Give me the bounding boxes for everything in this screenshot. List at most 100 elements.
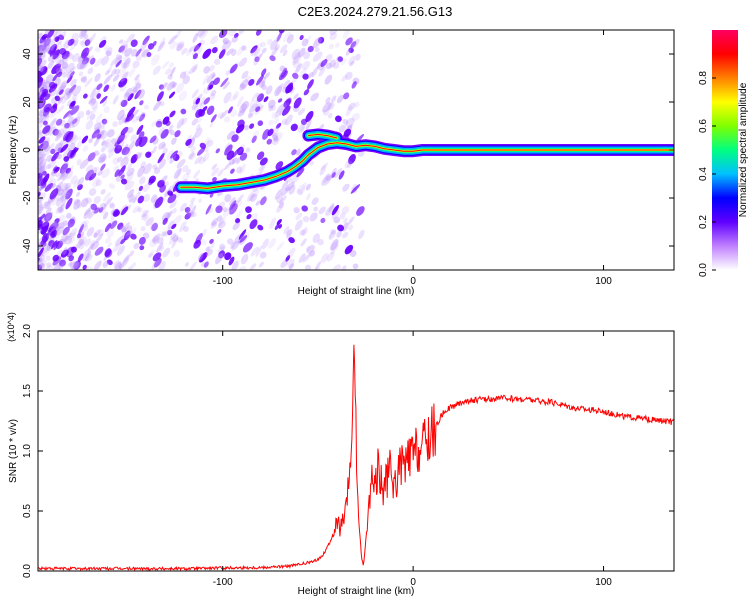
noise-dot xyxy=(104,69,110,76)
noise-dot xyxy=(134,74,140,81)
noise-dot xyxy=(90,241,99,251)
colorbar: 0.0 0.2 0.4 0.6 0.8 Normalized spectral ampl… xyxy=(698,30,749,277)
noise-dot xyxy=(322,102,332,113)
noise-dot xyxy=(146,52,152,58)
noise-dot xyxy=(65,62,75,73)
noise-dot xyxy=(173,215,182,225)
noise-dot xyxy=(278,202,284,209)
noise-dot xyxy=(130,154,138,164)
noise-dot xyxy=(85,254,93,262)
noise-dot xyxy=(223,116,231,123)
noise-dot xyxy=(333,216,341,224)
noise-dot xyxy=(255,42,263,50)
noise-dot xyxy=(38,77,44,89)
noise-dot xyxy=(72,52,80,63)
noise-dot xyxy=(334,42,340,48)
noise-dot xyxy=(99,202,107,210)
noise-dot xyxy=(165,68,172,75)
noise-dot xyxy=(330,244,339,255)
y-tick-label: 1.5 xyxy=(22,384,33,398)
noise-dot xyxy=(112,74,120,82)
noise-dot xyxy=(98,156,106,164)
noise-dot xyxy=(65,132,74,144)
noise-dot xyxy=(93,207,100,214)
noise-dot xyxy=(142,35,150,46)
noise-dot xyxy=(248,78,255,86)
noise-dot xyxy=(123,57,131,69)
noise-dot xyxy=(229,200,237,211)
noise-dot xyxy=(190,211,197,218)
noise-dot xyxy=(61,234,69,242)
noise-dot xyxy=(58,260,66,270)
noise-dot xyxy=(222,39,228,45)
noise-dot xyxy=(210,221,218,229)
noise-dot xyxy=(224,194,232,203)
noise-dot xyxy=(222,81,230,90)
noise-dot xyxy=(295,63,303,74)
noise-dot xyxy=(43,201,51,210)
noise-dot xyxy=(55,229,62,240)
noise-dot xyxy=(268,119,274,126)
noise-dot xyxy=(322,109,330,116)
noise-dot xyxy=(231,36,238,43)
noise-dot xyxy=(330,238,339,251)
noise-dot xyxy=(288,237,295,244)
noise-dot xyxy=(205,246,210,252)
noise-dot xyxy=(297,184,306,194)
noise-dot xyxy=(319,165,327,176)
noise-dot xyxy=(80,219,89,229)
noise-dot xyxy=(100,146,105,152)
noise-dot xyxy=(101,118,108,125)
noise-dot xyxy=(73,199,81,210)
noise-dot xyxy=(270,39,279,51)
noise-dot xyxy=(52,54,58,60)
noise-dot xyxy=(224,252,232,261)
bottom-scale-label: (x10^4) xyxy=(6,312,16,342)
noise-dot xyxy=(72,261,79,268)
top-y-axis-label: Frequency (Hz) xyxy=(8,116,19,185)
noise-dot xyxy=(301,205,308,212)
noise-dot xyxy=(121,40,129,48)
noise-dot xyxy=(113,260,122,269)
noise-dot xyxy=(91,100,99,110)
noise-dot xyxy=(93,166,100,174)
noise-dot xyxy=(38,51,43,63)
noise-dot xyxy=(66,246,75,258)
noise-dot xyxy=(238,30,245,35)
noise-dot xyxy=(150,54,160,66)
noise-dot xyxy=(44,183,54,192)
noise-dot xyxy=(67,232,76,241)
noise-dot xyxy=(50,196,59,206)
noise-dot xyxy=(292,60,301,69)
noise-dot xyxy=(64,87,72,95)
noise-dot xyxy=(282,105,291,116)
noise-dot xyxy=(40,228,47,236)
noise-dot xyxy=(47,159,57,169)
noise-dot xyxy=(197,117,203,124)
noise-dot xyxy=(152,233,161,243)
noise-dot xyxy=(42,80,50,91)
noise-dot xyxy=(103,74,113,85)
noise-dot xyxy=(97,229,104,236)
noise-dot xyxy=(262,128,270,140)
noise-dot xyxy=(349,249,357,258)
noise-dot xyxy=(108,147,116,159)
noise-dot xyxy=(57,206,64,214)
noise-dot xyxy=(117,156,123,163)
noise-dot xyxy=(329,32,337,41)
noise-dot xyxy=(77,184,83,191)
noise-dot xyxy=(114,145,123,154)
noise-dot xyxy=(121,146,130,156)
noise-dot xyxy=(112,242,122,253)
noise-dot xyxy=(123,129,131,140)
noise-dot xyxy=(261,77,267,86)
noise-dot xyxy=(271,137,279,146)
noise-dot xyxy=(193,42,202,52)
noise-dot xyxy=(114,236,124,247)
noise-dot xyxy=(307,79,314,90)
noise-dot xyxy=(76,135,82,141)
noise-dot xyxy=(154,196,164,208)
noise-dot xyxy=(39,44,47,55)
noise-dot xyxy=(88,208,96,220)
noise-dot xyxy=(118,263,124,270)
